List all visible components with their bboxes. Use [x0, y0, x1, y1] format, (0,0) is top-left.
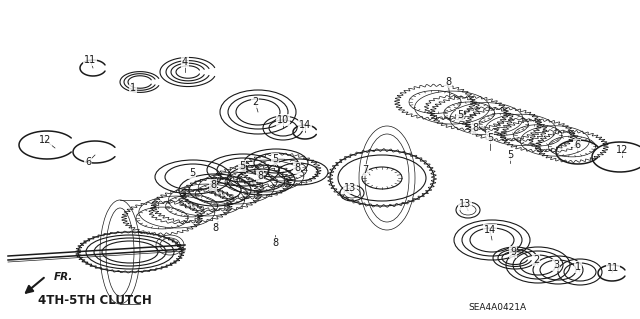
Text: 9: 9 — [510, 247, 516, 257]
Text: 12: 12 — [616, 145, 628, 155]
Text: 6: 6 — [85, 157, 91, 167]
Text: 3: 3 — [553, 260, 559, 270]
Text: 11: 11 — [84, 55, 96, 65]
Text: 5: 5 — [189, 168, 195, 178]
Text: 2: 2 — [533, 255, 539, 265]
Text: 5: 5 — [272, 154, 278, 164]
Text: 14: 14 — [299, 120, 311, 130]
Text: FR.: FR. — [54, 272, 74, 282]
Text: 5: 5 — [507, 150, 513, 160]
Text: 5: 5 — [457, 110, 463, 120]
Text: 1: 1 — [130, 83, 136, 93]
Text: 4: 4 — [182, 57, 188, 67]
Text: 11: 11 — [607, 263, 619, 273]
Text: 13: 13 — [459, 199, 471, 209]
Text: 6: 6 — [574, 140, 580, 150]
Text: SEA4A0421A: SEA4A0421A — [468, 303, 526, 313]
Text: 10: 10 — [277, 115, 289, 125]
Text: 8: 8 — [257, 171, 263, 181]
Text: 8: 8 — [210, 180, 216, 190]
Text: 1: 1 — [575, 262, 581, 272]
Text: 5: 5 — [239, 161, 245, 171]
Text: 8: 8 — [294, 163, 300, 173]
Text: 8: 8 — [272, 238, 278, 248]
Text: 8: 8 — [472, 123, 478, 133]
Text: 7: 7 — [362, 165, 368, 175]
Text: 13: 13 — [344, 183, 356, 193]
Text: 8: 8 — [445, 77, 451, 87]
Text: 12: 12 — [39, 135, 51, 145]
Text: 8: 8 — [212, 223, 218, 233]
Text: 14: 14 — [484, 225, 496, 235]
Text: 5: 5 — [487, 133, 493, 143]
Text: 4TH-5TH CLUTCH: 4TH-5TH CLUTCH — [38, 293, 152, 307]
Text: 2: 2 — [252, 97, 258, 107]
